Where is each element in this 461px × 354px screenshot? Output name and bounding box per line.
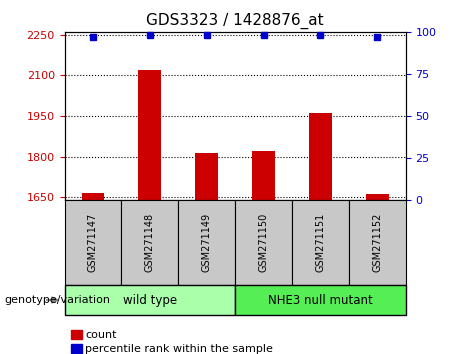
Text: wild type: wild type xyxy=(123,293,177,307)
Text: GSM271151: GSM271151 xyxy=(315,213,325,272)
Text: GSM271150: GSM271150 xyxy=(259,213,269,272)
Text: count: count xyxy=(85,330,117,339)
Text: GSM271148: GSM271148 xyxy=(145,213,155,272)
Text: percentile rank within the sample: percentile rank within the sample xyxy=(85,344,273,354)
Text: GSM271147: GSM271147 xyxy=(88,213,98,272)
Bar xyxy=(309,113,332,200)
Text: genotype/variation: genotype/variation xyxy=(5,295,111,305)
Title: GDS3323 / 1428876_at: GDS3323 / 1428876_at xyxy=(146,13,324,29)
Bar xyxy=(138,70,161,200)
Bar xyxy=(366,194,389,200)
Text: NHE3 null mutant: NHE3 null mutant xyxy=(268,293,373,307)
Bar xyxy=(252,151,275,200)
Bar xyxy=(71,344,82,353)
Text: GSM271149: GSM271149 xyxy=(201,213,212,272)
Bar xyxy=(82,193,104,200)
Bar xyxy=(71,330,82,339)
Text: GSM271152: GSM271152 xyxy=(372,213,382,272)
Bar xyxy=(195,153,218,200)
